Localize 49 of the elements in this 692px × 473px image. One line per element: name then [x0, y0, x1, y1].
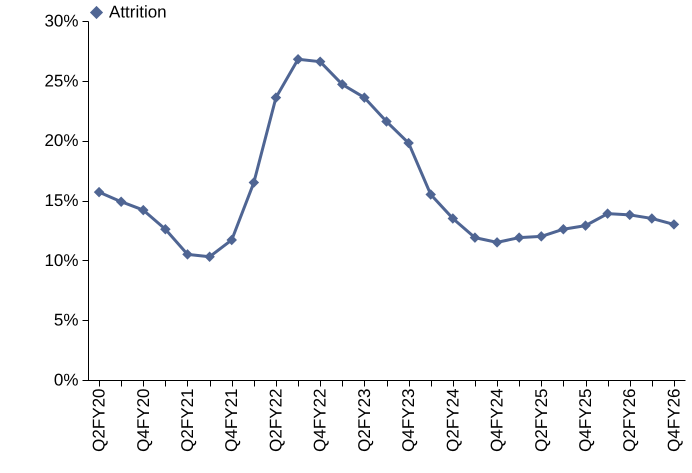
- x-tick-label: Q2FY24: [443, 388, 462, 452]
- point: [138, 204, 149, 216]
- y-tick-label: 0%: [54, 370, 78, 390]
- point: [337, 79, 348, 90]
- point: [292, 54, 304, 65]
- point: [94, 186, 104, 198]
- point: [602, 208, 613, 219]
- point: [470, 232, 480, 243]
- legend-label: Attrition: [109, 2, 167, 22]
- point: [359, 92, 370, 103]
- x-tick-label: Q4FY23: [399, 388, 418, 452]
- x-tick-label: Q4FY20: [134, 388, 153, 452]
- point: [668, 219, 680, 230]
- x-tick-label: Q4FY21: [222, 388, 242, 452]
- point: [580, 220, 591, 231]
- x-tick-label: Q4FY26: [664, 388, 684, 452]
- x-tick-label: Q4FY22: [310, 388, 330, 452]
- y-tick-label: 15%: [44, 191, 78, 210]
- x-tick-label: Q4FY24: [488, 388, 507, 452]
- y-tick-label: 20%: [44, 131, 78, 150]
- point: [536, 231, 547, 242]
- point: [226, 234, 237, 246]
- point: [116, 196, 126, 207]
- x-tick-label: Q2FY26: [620, 388, 640, 452]
- point: [403, 138, 414, 148]
- point: [492, 237, 502, 248]
- point: [381, 116, 392, 127]
- point: [558, 224, 569, 234]
- y-tick-label: 5%: [54, 310, 78, 330]
- point: [204, 252, 215, 262]
- point: [425, 189, 436, 200]
- point: [182, 249, 193, 260]
- x-tick-label: Q2FY21: [178, 388, 197, 452]
- point: [160, 224, 171, 234]
- x-tick-label: Q2FY20: [90, 388, 109, 452]
- point: [248, 177, 260, 188]
- point: [270, 92, 282, 103]
- x-tick-label: Q4FY25: [576, 388, 595, 452]
- y-tick-label: 25%: [44, 71, 78, 90]
- point: [514, 232, 524, 243]
- x-tick-label: Q2FY25: [532, 388, 551, 452]
- y-tick-label: 10%: [44, 250, 78, 270]
- point: [448, 213, 458, 224]
- point: [646, 213, 658, 224]
- y-tick-label: 30%: [44, 12, 78, 30]
- x-tick-label: Q2FY22: [266, 388, 286, 452]
- x-tick-label: Q2FY23: [354, 388, 374, 452]
- point: [314, 56, 326, 67]
- point: [624, 210, 635, 220]
